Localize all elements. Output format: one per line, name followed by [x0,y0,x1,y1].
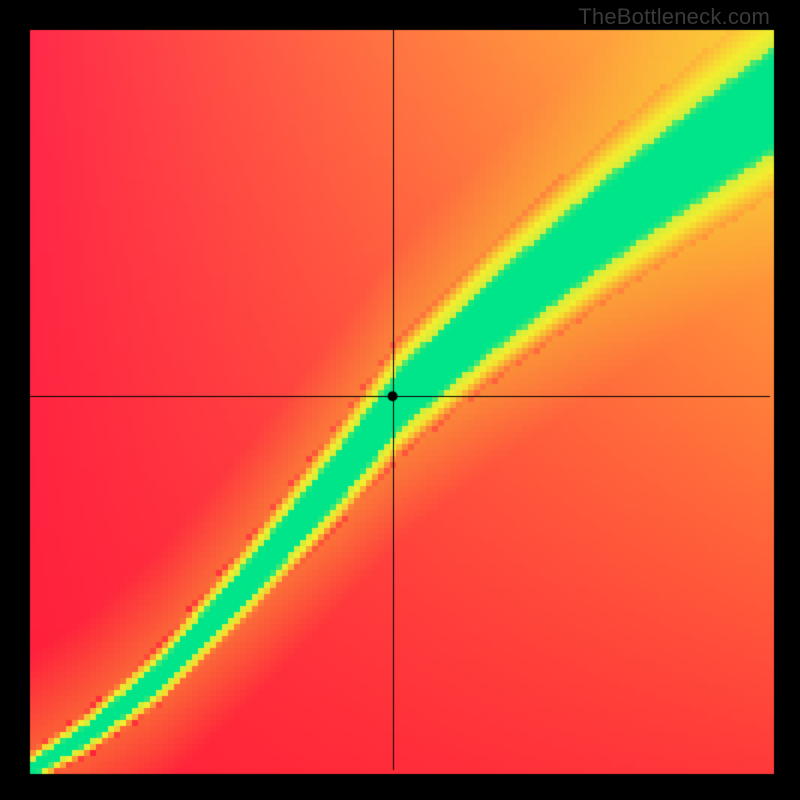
watermark-text: TheBottleneck.com [578,4,770,30]
root-frame: TheBottleneck.com [0,0,800,800]
bottleneck-heatmap-canvas [0,0,800,800]
